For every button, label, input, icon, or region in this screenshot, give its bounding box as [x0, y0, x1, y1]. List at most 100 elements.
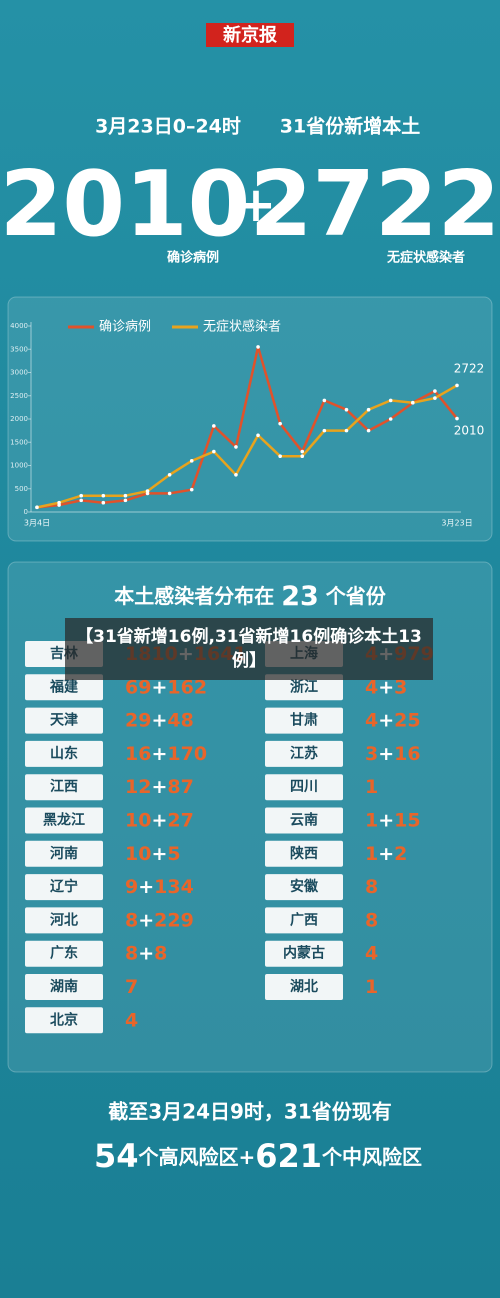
- plus: +: [236, 177, 276, 233]
- province-box: [25, 707, 103, 734]
- province-name: 天津: [50, 712, 78, 729]
- province-box: [25, 674, 103, 701]
- province-value: 9+134: [125, 876, 194, 898]
- data-point: [189, 487, 194, 492]
- table-title-part: 23: [281, 581, 319, 612]
- footer-line1: 截至3月24日9时，31省份现有: [108, 1100, 392, 1124]
- province-box: [25, 907, 103, 934]
- end-value-label: 2722: [454, 362, 485, 376]
- province-name: 河北: [50, 911, 78, 928]
- data-point: [366, 428, 371, 433]
- province-name: 广西: [290, 911, 318, 928]
- table-title-part: 本土感染者分布在: [114, 584, 281, 608]
- province-box: [265, 940, 343, 967]
- province-name: 广东: [50, 945, 78, 962]
- province-name: 安徽: [290, 878, 319, 895]
- y-tick-label: 0: [24, 508, 28, 516]
- data-point: [455, 416, 459, 421]
- data-point: [79, 498, 84, 503]
- data-point: [344, 407, 349, 412]
- data-point: [212, 449, 216, 454]
- y-tick-label: 2000: [10, 415, 28, 423]
- province-name: 四川: [290, 779, 318, 795]
- province-value: 4+25: [365, 709, 421, 731]
- data-point: [234, 445, 238, 449]
- province-name: 内蒙古: [283, 945, 325, 962]
- data-point: [344, 428, 349, 433]
- end-value-label: 2010: [454, 424, 485, 438]
- province-value: 4+3: [365, 676, 407, 698]
- data-point: [145, 489, 150, 493]
- footer-part: 个高风险区+: [137, 1145, 255, 1169]
- data-point: [57, 500, 61, 505]
- data-point: [388, 417, 393, 421]
- province-name: 湖北: [290, 979, 318, 995]
- province-box: [25, 840, 103, 867]
- data-point: [123, 493, 128, 498]
- province-name: 福建: [49, 678, 78, 695]
- table-title: 本土感染者分布在 23 个省份: [114, 581, 387, 612]
- series-line: [36, 346, 458, 509]
- data-point: [300, 449, 305, 454]
- data-point: [256, 433, 260, 438]
- table-title-part: 个省份: [319, 584, 387, 608]
- province-value: 1: [365, 976, 378, 998]
- data-point: [79, 493, 84, 498]
- data-point: [366, 407, 371, 412]
- headline-subject: 31省份新增本土: [280, 115, 420, 138]
- province-value: 8+229: [125, 909, 194, 931]
- data-point: [433, 396, 437, 400]
- headline-date: 3月23日0–24时: [95, 116, 241, 138]
- asymptomatic-number: 2722: [250, 152, 500, 257]
- data-point: [300, 454, 305, 459]
- y-tick-label: 3500: [10, 345, 28, 353]
- province-value: 8: [365, 909, 378, 931]
- province-value: 29+48: [125, 709, 194, 731]
- data-point: [322, 428, 327, 433]
- province-name: 辽宁: [50, 878, 78, 895]
- province-value: 4: [125, 1009, 138, 1031]
- province-value: 8+8: [125, 942, 167, 964]
- y-tick-label: 3000: [10, 369, 28, 377]
- data-point: [433, 389, 437, 393]
- series-line: [36, 384, 458, 509]
- province-value: 8: [365, 876, 378, 898]
- footer-part: 个中风险区: [321, 1145, 422, 1169]
- footer-line2: 54个高风险区+621个中风险区: [94, 1137, 422, 1175]
- province-name: 江西: [50, 778, 78, 795]
- data-point: [212, 424, 216, 428]
- province-value: 1+2: [365, 842, 407, 864]
- province-box: [265, 707, 343, 734]
- province-name: 黑龙江: [43, 812, 85, 829]
- y-tick-label: 2500: [10, 392, 28, 400]
- province-value: 3+16: [365, 742, 421, 764]
- asymptomatic-label: 无症状感染者: [386, 250, 465, 266]
- data-point: [167, 473, 172, 477]
- province-box: [25, 874, 103, 901]
- x-tick-label: 3月4日: [24, 519, 50, 528]
- province-value: 1: [365, 776, 378, 798]
- logo-box: [206, 23, 294, 47]
- province-box: [265, 907, 343, 934]
- province-name: 北京: [50, 1011, 78, 1028]
- data-point: [189, 459, 194, 463]
- province-box: [265, 674, 343, 701]
- province-name: 江苏: [290, 745, 318, 762]
- chart-panel: [7, 296, 493, 542]
- data-point: [256, 345, 260, 349]
- province-box: [25, 807, 103, 834]
- province-box: [25, 740, 103, 767]
- province-name: 湖南: [50, 978, 78, 995]
- data-point: [35, 505, 39, 510]
- province-name: 山东: [50, 745, 78, 762]
- province-value: 1+15: [365, 809, 421, 831]
- province-box: [265, 874, 343, 901]
- province-box: [265, 974, 343, 1000]
- province-box: [265, 740, 343, 767]
- x-tick-label: 3月23日: [441, 519, 472, 528]
- province-value: 69+162: [125, 676, 207, 698]
- data-point: [101, 500, 106, 505]
- data-point: [167, 491, 172, 496]
- confirmed-label: 确诊病例: [167, 250, 219, 266]
